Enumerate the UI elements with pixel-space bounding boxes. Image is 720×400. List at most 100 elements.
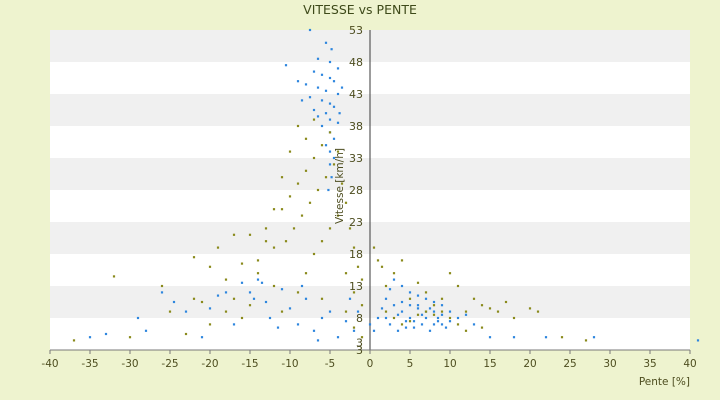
scatter-point-series-0 — [696, 339, 700, 342]
x-axis: -40 -35 -30 -25 -20 -15 -10 -5 0 5 10 15 20 25 30 35 40 — [41, 349, 697, 370]
scatter-point-series-0 — [268, 316, 272, 320]
scatter-point-series-1 — [360, 278, 364, 281]
scatter-point-series-1 — [528, 307, 532, 310]
y-tick-label: 18 — [349, 248, 363, 261]
scatter-point-series-0 — [444, 326, 448, 329]
scatter-point-series-1 — [304, 169, 308, 172]
scatter-point-series-1 — [296, 124, 300, 128]
scatter-point-series-0 — [400, 284, 404, 288]
scatter-point-series-1 — [256, 259, 260, 262]
scatter-point-series-0 — [380, 307, 384, 310]
scatter-point-series-1 — [560, 336, 564, 339]
scatter-point-series-0 — [136, 316, 140, 320]
scatter-point-series-0 — [368, 323, 372, 326]
x-tick-label: -5 — [325, 358, 335, 370]
scatter-point-series-0 — [400, 300, 404, 304]
scatter-point-series-1 — [512, 316, 516, 320]
scatter-point-series-0 — [328, 118, 332, 121]
scatter-point-series-0 — [280, 288, 284, 291]
scatter-point-series-0 — [296, 80, 300, 83]
scatter-point-series-1 — [344, 310, 348, 313]
scatter-point-series-1 — [336, 214, 340, 217]
scatter-point-series-0 — [336, 121, 340, 124]
scatter-point-series-0 — [408, 291, 412, 294]
scatter-point-series-0 — [316, 57, 320, 60]
x-tick-label: 35 — [643, 358, 656, 370]
scatter-point-series-0 — [324, 112, 328, 115]
scatter-point-series-1 — [296, 182, 300, 185]
scatter-point-series-0 — [316, 339, 320, 342]
scatter-point-series-1 — [240, 316, 244, 320]
scatter-point-series-1 — [280, 176, 284, 179]
scatter-point-series-1 — [248, 304, 252, 307]
scatter-point-series-0 — [408, 304, 412, 307]
scatter-point-series-1 — [208, 265, 212, 268]
scatter-point-series-1 — [264, 240, 268, 243]
scatter-point-series-0 — [320, 316, 324, 320]
scatter-point-series-1 — [424, 310, 428, 313]
scatter-point-series-0 — [416, 294, 420, 297]
scatter-point-series-0 — [336, 92, 340, 96]
scatter-point-series-0 — [330, 48, 333, 51]
y-axis-title: Vitesse [km/h] — [334, 148, 346, 224]
scatter-point-series-0 — [384, 297, 388, 300]
scatter-point-series-1 — [312, 156, 316, 160]
scatter-point-series-1 — [264, 227, 268, 230]
x-tick-label: -30 — [121, 358, 138, 370]
scatter-point-series-1 — [216, 246, 220, 249]
scatter-point-series-1 — [304, 137, 308, 140]
scatter-point-series-1 — [272, 284, 276, 288]
y-tick-label: 23 — [349, 216, 363, 229]
scatter-point-series-1 — [336, 150, 340, 153]
scatter-point-series-1 — [248, 233, 252, 236]
scatter-point-series-0 — [336, 67, 340, 70]
scatter-point-series-1 — [288, 195, 292, 198]
y-tick-label: 3 — [356, 336, 363, 349]
x-axis-title: Pente [%] — [639, 376, 690, 388]
x-tick-label: 20 — [523, 358, 536, 370]
scatter-point-series-1 — [224, 310, 228, 313]
scatter-point-series-0 — [208, 307, 212, 310]
scatter-point-series-0 — [352, 329, 356, 332]
scatter-point-series-1 — [504, 300, 508, 304]
scatter-point-series-0 — [300, 284, 304, 288]
y-tick-label: 53 — [349, 24, 363, 37]
scatter-point-series-0 — [388, 288, 392, 291]
x-tick-label: 40 — [683, 358, 696, 370]
scatter-point-series-0 — [436, 316, 440, 320]
scatter-point-series-0 — [172, 300, 176, 304]
scatter-point-series-0 — [332, 156, 336, 160]
scatter-point-series-0 — [252, 297, 256, 300]
scatter-point-series-0 — [464, 313, 468, 316]
scatter-point-series-1 — [536, 310, 540, 313]
scatter-point-series-0 — [424, 316, 428, 320]
scatter-point-series-0 — [312, 329, 316, 332]
scatter-point-series-1 — [432, 313, 436, 316]
scatter-point-series-0 — [440, 304, 444, 307]
scatter-point-series-1 — [324, 176, 328, 179]
scatter-point-series-0 — [392, 304, 396, 307]
scatter-point-series-0 — [300, 99, 304, 102]
scatter-point-series-0 — [420, 313, 424, 316]
x-tick-label: -25 — [161, 358, 178, 370]
scatter-point-series-1 — [328, 227, 332, 230]
scatter-point-series-0 — [338, 112, 341, 115]
scatter-point-series-1 — [348, 227, 352, 230]
scatter-point-series-0 — [412, 320, 416, 323]
scatter-point-series-0 — [200, 336, 204, 339]
scatter-point-series-1 — [308, 201, 312, 204]
scatter-point-series-0 — [312, 70, 316, 73]
scatter-point-series-1 — [380, 265, 384, 268]
scatter-point-series-1 — [344, 272, 348, 275]
scatter-point-series-1 — [392, 316, 396, 320]
x-tick-label: 10 — [443, 358, 456, 370]
scatter-point-series-0 — [224, 291, 228, 294]
scatter-point-series-0 — [404, 326, 408, 329]
scatter-point-series-1 — [352, 246, 356, 249]
scatter-point-series-1 — [356, 265, 360, 268]
scatter-point-series-0 — [428, 307, 432, 310]
scatter-point-series-1 — [352, 291, 356, 294]
scatter-point-series-1 — [360, 336, 364, 339]
scatter-point-series-1 — [400, 323, 404, 326]
scatter-point-series-1 — [416, 281, 420, 284]
